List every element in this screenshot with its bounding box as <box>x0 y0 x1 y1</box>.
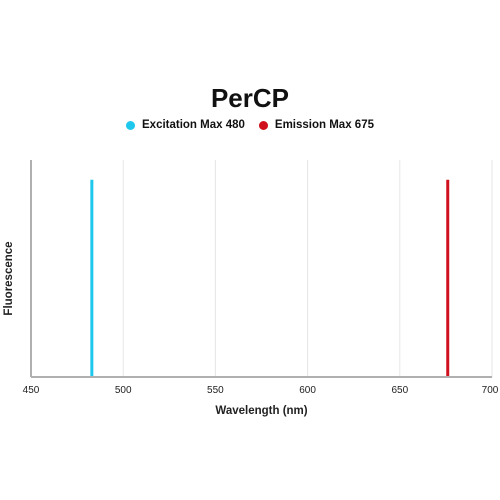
legend-item-emission[interactable]: Emission Max 675 <box>258 119 374 131</box>
legend-label-emission: Emission Max 675 <box>274 119 374 131</box>
y-axis-label: Fluorescence <box>3 241 15 315</box>
legend-item-excitation[interactable]: Excitation Max 480 <box>126 119 245 131</box>
legend: Excitation Max 480 Emission Max 675 <box>0 119 500 131</box>
x-axis-label: Wavelength (nm) <box>215 405 307 417</box>
legend-marker-emission <box>258 120 268 130</box>
x-tick-labels: 450 500 550 600 650 700 <box>23 385 499 396</box>
x-tick-label-500: 500 <box>115 385 132 396</box>
legend-marker-excitation <box>126 120 135 130</box>
chart-title: PerCP <box>210 83 290 113</box>
x-tick-label-650: 650 <box>391 385 408 396</box>
x-tick-label-700: 700 <box>482 385 499 396</box>
x-tick-label-550: 550 <box>207 385 224 396</box>
x-tick-label-450: 450 <box>23 385 40 396</box>
x-tick-label-600: 600 <box>299 385 316 396</box>
data-series <box>90 179 450 377</box>
legend-label-excitation: Excitation Max 480 <box>142 119 245 131</box>
grid-lines <box>122 160 493 377</box>
